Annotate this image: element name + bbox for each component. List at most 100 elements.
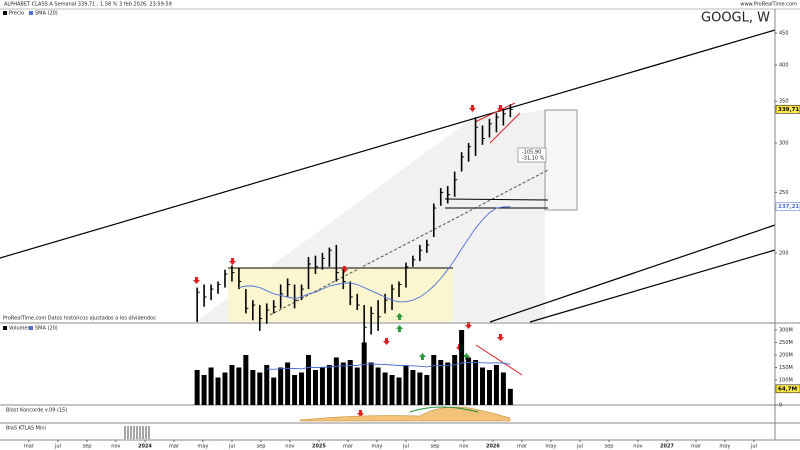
legend-label: Volumen: [9, 326, 31, 332]
y-tick-label: 200: [779, 250, 789, 256]
koncorde-area: [299, 406, 511, 422]
x-tick-label: 2027: [660, 444, 674, 450]
dashed-line: [269, 169, 549, 316]
volume-bar: [493, 365, 499, 405]
last-value-label: 64,7M: [778, 386, 797, 392]
last-value-box: [775, 202, 800, 211]
x-tick-label: jul: [750, 444, 757, 450]
volume-bar: [354, 367, 360, 405]
y-tick-label: 400: [779, 63, 789, 69]
volume-bar: [208, 367, 214, 405]
sma-line: [238, 206, 511, 303]
trend-line: [529, 249, 776, 323]
volume-bar: [222, 372, 228, 405]
x-tick-label: jul: [54, 444, 61, 450]
volume-bar: [271, 377, 277, 405]
x-tick-label: may: [197, 444, 208, 450]
signal-arrows: [396, 313, 470, 360]
x-tick-label: mar: [24, 444, 35, 450]
measure-box: [544, 109, 578, 211]
volume-bar: [361, 342, 367, 405]
x-tick-label: nov: [459, 444, 468, 450]
x-tick-label: sep: [431, 444, 440, 450]
x-tick-label: mar: [691, 444, 702, 450]
last-value-box: [775, 105, 800, 114]
annotation: -31,10 %: [522, 156, 545, 162]
y-tick-label: 0: [779, 403, 782, 409]
volume-bar: [319, 367, 325, 405]
volume-bar: [194, 370, 200, 405]
volume-trend: [475, 344, 523, 376]
x-tick-label: nov: [285, 444, 294, 450]
x-tick-label: sep: [257, 444, 266, 450]
volume-bar: [250, 370, 256, 405]
volume-bar: [236, 367, 242, 405]
volume-bar: [480, 367, 486, 405]
x-tick-label: may: [719, 444, 730, 450]
volume-bar: [292, 375, 298, 405]
volume-bar: [264, 365, 270, 405]
annotation-box: [517, 147, 547, 163]
volume-bar: [396, 377, 402, 405]
koncorde-line: [409, 406, 479, 413]
panel-title: Blast Koncorde v.09 (15): [6, 408, 67, 414]
ktlas-bars: [124, 426, 150, 439]
volume-bar: [243, 355, 249, 405]
range-zone: [228, 268, 453, 322]
volume-bar: [452, 355, 458, 405]
legend-label: Precio: [9, 11, 24, 17]
volume-bar: [299, 372, 305, 405]
y-tick-label: 200M: [779, 353, 793, 359]
level-line: [444, 198, 549, 201]
volume-bar: [473, 360, 479, 405]
x-tick-label: jul: [402, 444, 409, 450]
x-tick-label: may: [545, 444, 556, 450]
volume-bar: [410, 370, 416, 405]
last-value-label: 237,21: [778, 204, 799, 210]
volume-bar: [229, 365, 235, 405]
y-tick-label: 300M: [779, 328, 793, 334]
x-tick-label: mar: [343, 444, 354, 450]
trend-line: [489, 224, 776, 323]
y-tick-label: 250: [779, 190, 789, 196]
legend-label: SMA (20): [35, 11, 58, 17]
volume-bar: [438, 360, 444, 405]
y-tick-label: 150M: [779, 365, 793, 371]
wedge-line: [474, 102, 516, 123]
last-value-label: 339,71: [778, 107, 799, 113]
symbol-title: GOOGL, W: [701, 11, 770, 26]
volume-bar: [285, 362, 291, 405]
x-tick-label: sep: [83, 444, 92, 450]
volume-bar: [466, 357, 472, 405]
panel-title: BlaS KTLAS Mini: [6, 426, 46, 432]
volume-sma-line: [266, 362, 511, 370]
last-value-box: [775, 384, 800, 394]
volume-bar: [347, 360, 353, 405]
header-site: www.ProRealTime.com: [740, 2, 797, 8]
volume-bar: [215, 377, 221, 405]
volume-bar: [389, 375, 395, 405]
volume-bar: [486, 370, 492, 405]
x-tick-label: sep: [605, 444, 614, 450]
header-title: ALPHABET CLASS A Semanal 339,71 , 1,58 %…: [4, 2, 172, 8]
volume-bar: [326, 365, 332, 405]
legend-swatch: [3, 326, 7, 330]
x-tick-label: 2024: [138, 444, 152, 450]
volume-bar: [403, 365, 409, 405]
trend-line: [0, 29, 776, 259]
volume-bar: [417, 372, 423, 405]
x-tick-label: nov: [633, 444, 642, 450]
legend-swatch: [3, 11, 7, 15]
volume-bar: [424, 375, 430, 405]
volume-bar: [333, 357, 339, 405]
volume-bar: [312, 370, 318, 405]
y-tick-label: 300: [779, 140, 789, 146]
volume-bar: [459, 330, 465, 405]
x-tick-label: mar: [517, 444, 528, 450]
x-tick-label: 2025: [312, 444, 326, 450]
volume-bar: [340, 362, 346, 405]
volume-bar: [306, 355, 312, 405]
annotation: -105,90: [522, 150, 541, 156]
legend-swatch: [29, 11, 33, 15]
